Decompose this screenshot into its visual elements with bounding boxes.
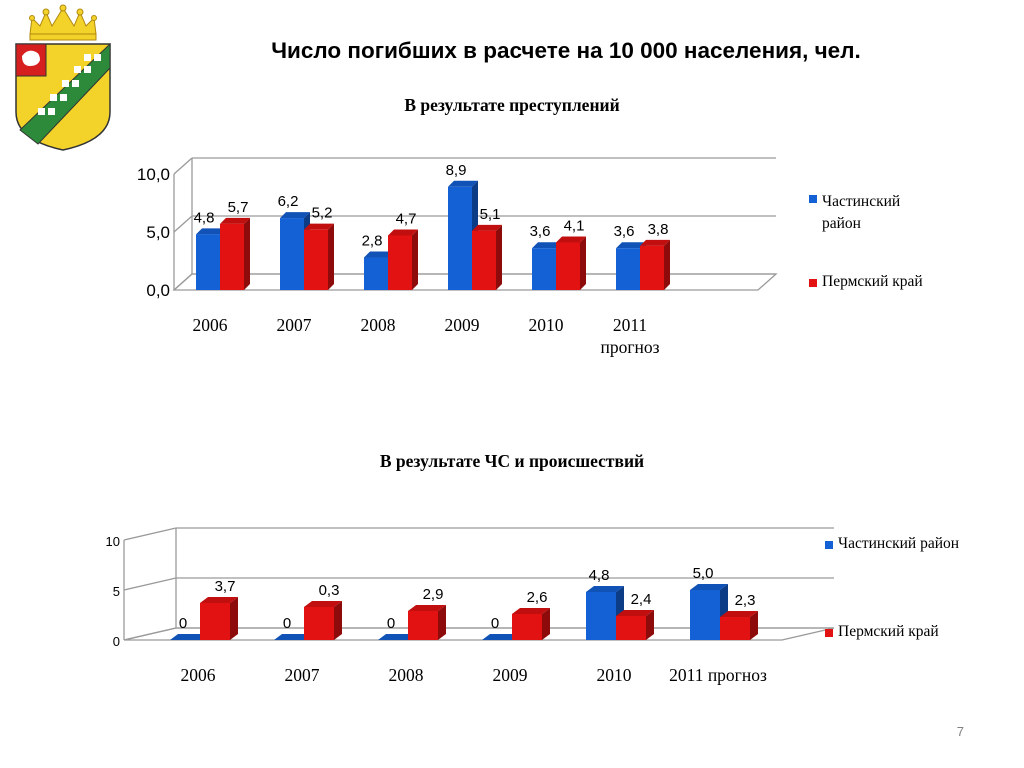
data-label: 0 xyxy=(283,615,291,632)
gridline-depth xyxy=(123,527,177,541)
legend-swatch-district xyxy=(825,541,833,549)
data-label: 2,4 xyxy=(631,591,652,608)
chart-floor xyxy=(123,627,835,641)
y-tick-label: 5 xyxy=(113,584,120,599)
data-label: 3,6 xyxy=(614,223,635,240)
data-label: 5,7 xyxy=(228,199,249,216)
bar-region xyxy=(720,611,758,640)
y-tick-label: 5,0 xyxy=(146,223,170,242)
data-label: 3,8 xyxy=(648,221,669,238)
bar-region xyxy=(304,601,342,640)
category-label: 2006 xyxy=(193,315,228,335)
category-label: 2010 xyxy=(597,665,632,685)
category-label: 2009 xyxy=(445,315,480,335)
coat-of-arms-logo xyxy=(15,4,111,151)
bar-district xyxy=(378,634,416,640)
category-label: 2010 xyxy=(529,315,564,335)
data-label: 0 xyxy=(387,615,395,632)
bar-district xyxy=(482,634,520,640)
bar-region xyxy=(556,236,586,290)
data-label: 0 xyxy=(491,615,499,632)
bar-region xyxy=(640,239,670,290)
legend-label-region: Пермский край xyxy=(838,623,939,640)
bar-region xyxy=(388,229,418,290)
gridline-depth xyxy=(123,577,177,591)
data-label: 4,1 xyxy=(564,217,585,234)
category-label: 2011 прогноз xyxy=(669,665,767,685)
bar-region xyxy=(512,608,550,640)
legend-swatch-region xyxy=(809,279,817,287)
page-number: 7 xyxy=(956,724,964,739)
category-label: 2011 прогноз xyxy=(600,315,659,357)
category-label: 2008 xyxy=(361,315,396,335)
data-label: 2,8 xyxy=(362,233,383,250)
data-label: 8,9 xyxy=(446,162,467,179)
bar-region xyxy=(304,223,334,290)
category-label: 2006 xyxy=(181,665,216,685)
legend-label-district: Частинский район xyxy=(838,535,960,552)
data-label: 0,3 xyxy=(319,582,340,599)
data-label: 5,0 xyxy=(693,565,714,582)
legend-swatch-region xyxy=(825,629,833,637)
data-label: 4,7 xyxy=(396,210,417,227)
bar-region xyxy=(200,597,238,640)
bar-region xyxy=(220,217,250,290)
bar-region xyxy=(472,224,502,290)
chart2-title: В результате ЧС и происшествий xyxy=(379,451,645,471)
bar-district xyxy=(170,634,208,640)
data-label: 2,3 xyxy=(735,592,756,609)
category-label: 2008 xyxy=(389,665,424,685)
category-label: 2007 xyxy=(277,315,312,335)
data-label: 4,8 xyxy=(589,567,610,584)
data-label: 5,2 xyxy=(312,205,333,222)
category-label: 2007 xyxy=(285,665,320,685)
legend-label-district: Частинский район xyxy=(822,193,901,232)
y-tick-label: 0 xyxy=(113,634,120,649)
y-tick-label: 10 xyxy=(106,534,120,549)
data-label: 5,1 xyxy=(480,206,501,223)
y-tick-label: 0,0 xyxy=(146,281,170,300)
legend-swatch-district xyxy=(809,195,817,203)
data-label: 2,6 xyxy=(527,589,548,606)
data-label: 3,7 xyxy=(215,578,236,595)
slide-title: Число погибших в расчете на 10 000 насел… xyxy=(271,38,861,63)
category-label: 2009 xyxy=(493,665,528,685)
gridline-depth xyxy=(173,157,193,175)
gridline-depth xyxy=(173,215,193,233)
legend-label-region: Пермский край xyxy=(822,273,923,290)
data-label: 0 xyxy=(179,615,187,632)
crown-icon xyxy=(29,4,97,41)
bar-district xyxy=(274,634,312,640)
bar-region xyxy=(616,610,654,640)
chart1-title: В результате преступлений xyxy=(404,95,620,115)
data-label: 6,2 xyxy=(278,193,299,210)
data-label: 3,6 xyxy=(530,223,551,240)
y-tick-label: 10,0 xyxy=(137,165,170,184)
data-label: 2,9 xyxy=(423,586,444,603)
bar-region xyxy=(408,605,446,640)
data-label: 4,8 xyxy=(194,209,215,226)
